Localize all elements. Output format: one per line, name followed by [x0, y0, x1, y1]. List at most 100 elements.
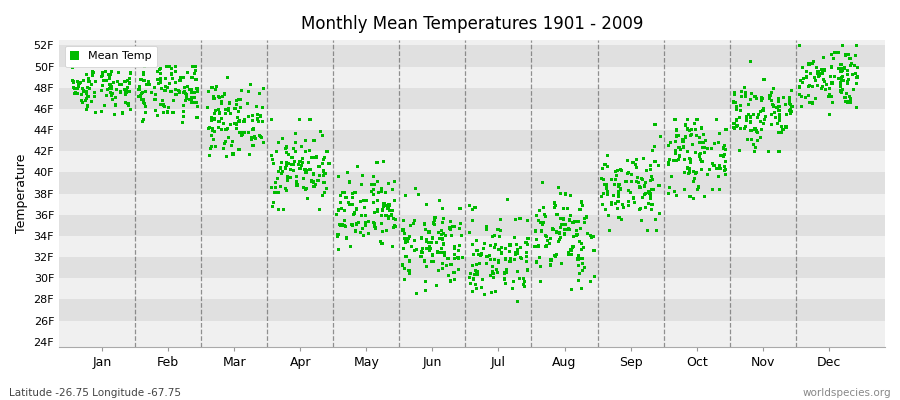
Point [707, 140, 722, 146]
Point [212, 118, 226, 125]
Point [812, 72, 826, 79]
Point [76, 99, 90, 106]
Point [216, 145, 230, 152]
Point [376, 204, 391, 210]
Point [279, 188, 293, 194]
Point [750, 128, 764, 134]
Point [811, 73, 825, 80]
Point [410, 246, 424, 253]
Point [772, 111, 787, 118]
Point [104, 89, 118, 96]
Point [99, 78, 113, 84]
Bar [59, 257, 885, 278]
Point [241, 114, 256, 120]
Point [250, 116, 265, 122]
Point [553, 229, 567, 236]
Point [256, 85, 270, 92]
Point [637, 183, 652, 189]
Point [498, 270, 512, 276]
Point [709, 165, 724, 172]
Point [371, 208, 385, 214]
Point [668, 151, 682, 157]
Point [712, 162, 726, 168]
Point [242, 151, 256, 158]
Point [185, 90, 200, 96]
Point [150, 68, 165, 75]
Point [215, 93, 230, 100]
Point [850, 73, 865, 80]
Point [414, 254, 428, 260]
Point [713, 186, 727, 192]
Point [470, 261, 484, 267]
Point [561, 206, 575, 212]
Point [222, 100, 237, 106]
Point [87, 62, 102, 69]
Point [366, 219, 381, 226]
Point [264, 152, 278, 158]
Point [386, 225, 400, 231]
Point [217, 120, 231, 127]
Point [849, 70, 863, 77]
Point [451, 266, 465, 273]
Point [578, 264, 592, 270]
Point [633, 184, 647, 190]
Point [76, 88, 91, 94]
Point [837, 64, 851, 70]
Point [833, 83, 848, 90]
Point [247, 125, 261, 131]
Point [243, 81, 257, 88]
Point [494, 250, 508, 256]
Point [558, 221, 572, 227]
Point [757, 107, 771, 113]
Point [697, 144, 711, 150]
Point [119, 89, 133, 95]
Point [428, 214, 442, 220]
Point [444, 218, 458, 225]
Point [771, 96, 786, 102]
Point [547, 204, 562, 211]
Point [348, 228, 363, 234]
Point [470, 247, 484, 253]
Point [73, 80, 87, 86]
Point [447, 256, 462, 262]
Point [160, 109, 175, 115]
Point [739, 123, 753, 130]
Point [521, 218, 535, 224]
Point [473, 252, 488, 258]
Point [680, 126, 695, 132]
Point [638, 191, 652, 197]
Point [101, 71, 115, 78]
Point [468, 267, 482, 274]
Point [176, 89, 191, 96]
Point [727, 90, 742, 96]
Point [472, 260, 486, 267]
Point [822, 111, 836, 117]
Point [662, 160, 676, 166]
Point [503, 249, 517, 255]
Point [419, 201, 434, 207]
Title: Monthly Mean Temperatures 1901 - 2009: Monthly Mean Temperatures 1901 - 2009 [301, 15, 644, 33]
Point [397, 276, 411, 282]
Point [824, 64, 839, 70]
Point [686, 142, 700, 148]
Point [67, 79, 81, 85]
Point [204, 133, 219, 139]
Point [80, 84, 94, 91]
Point [241, 130, 256, 136]
Point [227, 120, 241, 127]
Point [688, 150, 702, 156]
Point [188, 67, 202, 73]
Point [692, 134, 706, 140]
Point [435, 245, 449, 252]
Point [467, 276, 482, 282]
Point [367, 221, 382, 227]
Point [294, 143, 309, 150]
Point [754, 94, 769, 101]
Point [385, 243, 400, 249]
Point [798, 94, 813, 100]
Point [350, 221, 365, 227]
Point [358, 212, 373, 219]
Point [688, 120, 702, 127]
Point [698, 149, 712, 156]
Point [536, 179, 550, 186]
